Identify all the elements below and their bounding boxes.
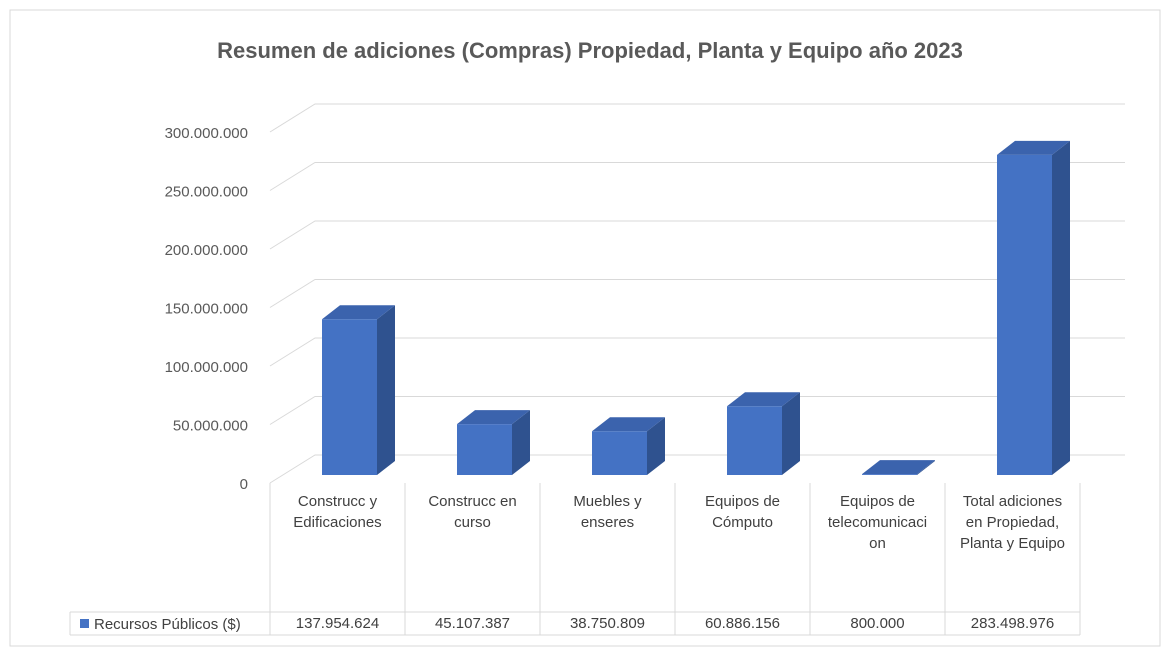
y-tick-label: 100.000.000 (165, 359, 248, 376)
bar-side (1052, 140, 1070, 476)
bar-front (592, 431, 647, 475)
grid-line (269, 337, 1125, 367)
y-tick-label: 50.000.000 (173, 417, 248, 434)
bar (727, 392, 800, 475)
bar-side (647, 417, 665, 475)
bar-top (592, 417, 665, 432)
y-tick-label: 200.000.000 (165, 242, 248, 259)
bar (592, 417, 665, 475)
chart-border (9, 9, 1161, 647)
value-label: 38.750.809 (569, 615, 646, 632)
bar-front (862, 474, 917, 475)
bar-side (512, 410, 530, 475)
chart-title: Resumen de adiciones (Compras) Propiedad… (217, 38, 963, 63)
y-tick-label: 0 (240, 476, 248, 493)
y-tick-label: 300.000.000 (165, 125, 248, 142)
bar-side (377, 305, 395, 475)
legend-label: Recursos Públicos ($) (94, 616, 241, 633)
value-label: 60.886.156 (704, 615, 781, 632)
bar-front (457, 424, 512, 475)
category-label: Construcc en curso (428, 493, 517, 531)
legend-swatch (80, 619, 89, 628)
bar-side (917, 460, 935, 475)
category-label: Equipos de Cómputo (704, 493, 781, 531)
category-label: Total adiciones en Propiedad, Planta y E… (959, 493, 1066, 552)
grid-line (269, 103, 1125, 133)
bar-front (997, 154, 1052, 476)
bar-top (997, 140, 1070, 155)
value-label: 283.498.976 (970, 615, 1055, 632)
grid-line (269, 396, 1125, 425)
bar (862, 460, 935, 475)
bar-top (727, 392, 800, 407)
y-tick-label: 150.000.000 (165, 300, 248, 317)
bar-front (727, 406, 782, 475)
value-label: 45.107.387 (434, 615, 511, 632)
grid-line (269, 162, 1125, 191)
bar-side (782, 392, 800, 475)
bar (322, 305, 395, 475)
bar (997, 140, 1070, 476)
bar (457, 410, 530, 475)
category-label: Muebles y enseres (573, 493, 642, 531)
value-label: 137.954.624 (295, 615, 380, 632)
category-label: Equipos de telecomunicacion (827, 493, 928, 552)
grid-line (269, 220, 1125, 250)
grid-line (269, 279, 1125, 308)
bar-top (322, 305, 395, 320)
bar-front (322, 319, 377, 475)
category-label: Construcc y Edificaciones (293, 493, 382, 531)
y-tick-label: 250.000.000 (165, 183, 248, 200)
grid-line (269, 454, 1125, 484)
bar-top (457, 410, 530, 425)
bar-top (862, 460, 935, 475)
value-label: 800.000 (850, 615, 905, 632)
